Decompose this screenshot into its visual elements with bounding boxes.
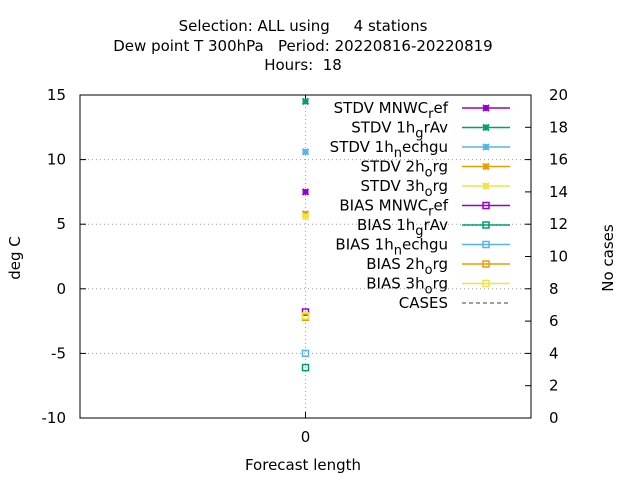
y-tick-label: 15 (47, 86, 66, 104)
y2-tick-label: 14 (549, 183, 568, 201)
legend-label: CASES (399, 294, 448, 312)
grid (80, 95, 531, 418)
data-point-stdv-1h-grav (301, 97, 310, 106)
y2-tick-label: 16 (549, 151, 568, 169)
y2-tick-label: 6 (549, 312, 559, 330)
y2-tick-label: 12 (549, 215, 568, 233)
y-axis-label: deg C (6, 236, 24, 280)
data-point-bias-1h-nechgu (301, 349, 310, 358)
chart-title-line-3: Hours: 18 (264, 56, 342, 74)
data-point-bias-1h-grav (301, 363, 310, 372)
legend-marker (482, 162, 490, 171)
legend-label: STDV 3horg (361, 177, 448, 200)
y2-tick-label: 4 (549, 344, 559, 362)
y2-tick-label: 10 (549, 248, 568, 266)
y2-axis-ticks: 0 2 4 6 8 10 12 14 16 18 20 (525, 86, 568, 427)
data-points (301, 97, 310, 372)
legend-marker (482, 240, 490, 249)
legend-entry: STDV 3horg (361, 177, 510, 200)
legend-marker (482, 260, 490, 268)
legend-label: BIAS 1hgrAv (357, 216, 448, 239)
legend-label: BIAS MNWCref (339, 197, 448, 220)
legend-marker (482, 143, 490, 151)
y-tick-label: -10 (42, 409, 67, 427)
y2-tick-label: 2 (549, 377, 559, 395)
data-point-stdv-1h-nechgu (301, 148, 310, 156)
legend-marker (482, 201, 490, 210)
legend-entry: STDV 1hnechgu (330, 138, 510, 161)
legend-marker (482, 104, 490, 112)
legend-entry: STDV MNWCref (334, 99, 510, 122)
y-axis-ticks: -10 -5 0 5 10 15 (42, 86, 86, 427)
legend-entry: STDV 1hgrAv (351, 119, 510, 142)
data-point-stdv-mnwc-ref (301, 188, 310, 196)
data-point-bias-mnwc-ref (301, 308, 310, 316)
y2-tick-label: 8 (549, 280, 559, 298)
legend-label: BIAS 3horg (366, 275, 448, 298)
y-tick-label: -5 (51, 344, 66, 362)
legend-entry: BIAS 3horg (366, 275, 510, 298)
legend-label: STDV 1hnechgu (330, 138, 448, 161)
legend-label: BIAS 1hnechgu (335, 236, 448, 259)
legend-label: STDV MNWCref (334, 99, 449, 122)
x-axis-label: Forecast length (245, 456, 361, 474)
legend-label: BIAS 2horg (366, 255, 448, 278)
chart-title-line-2: Dew point T 300hPa Period: 20220816-2022… (113, 37, 493, 55)
y-tick-label: 0 (56, 280, 66, 298)
x-tick-label: 0 (301, 428, 311, 446)
legend-marker (482, 182, 490, 190)
legend-entry: BIAS 1hnechgu (335, 236, 510, 259)
legend-label: STDV 1hgrAv (351, 119, 448, 142)
legend-marker (482, 279, 490, 288)
data-point-bias-3h-org (301, 312, 310, 320)
y2-tick-label: 20 (549, 86, 568, 104)
y2-tick-label: 18 (549, 118, 568, 136)
legend-marker (482, 123, 490, 132)
legend-marker (482, 221, 490, 229)
y2-tick-label: 0 (549, 409, 559, 427)
legend-label: STDV 2horg (361, 158, 448, 181)
legend-entry: BIAS 2horg (366, 255, 510, 278)
chart-title-line-1: Selection: ALL using 4 stations (178, 17, 428, 35)
legend-entry: BIAS MNWCref (339, 197, 510, 220)
data-point-stdv-3h-org (301, 212, 310, 221)
y-tick-label: 10 (47, 151, 66, 169)
legend-entry: STDV 2horg (361, 158, 510, 181)
legend-entry: BIAS 1hgrAv (357, 216, 510, 239)
legend-entry: CASES (399, 294, 510, 312)
y-tick-label: 5 (56, 215, 66, 233)
y2-axis-label: No cases (599, 224, 617, 292)
